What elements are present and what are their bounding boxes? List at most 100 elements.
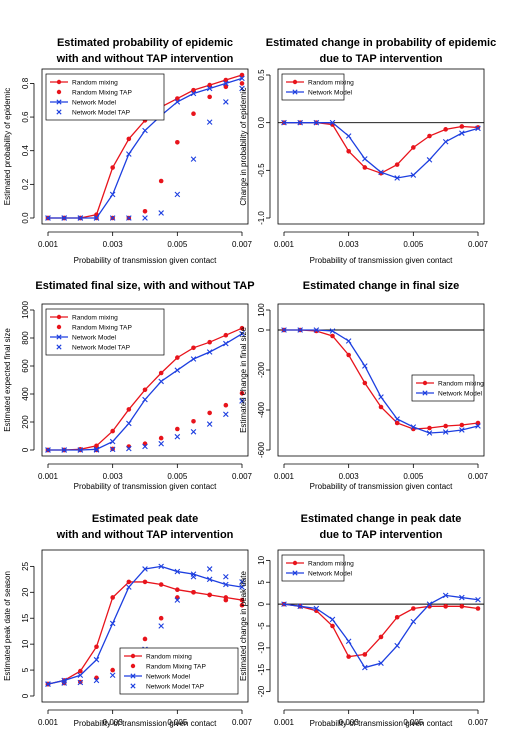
- chart-title: Estimated change in probability of epide…: [266, 37, 496, 49]
- data-point: [378, 660, 384, 666]
- data-point: [239, 81, 245, 86]
- data-point: [378, 634, 384, 640]
- y-axis-label: Estimated peak date of season: [3, 571, 12, 681]
- plot-frame: [277, 303, 485, 457]
- legend-label: Random Mixing TAP: [72, 90, 132, 97]
- series-random-mixing: [281, 120, 481, 176]
- y-tick-label: 0: [21, 693, 30, 698]
- data-point: [93, 447, 100, 453]
- series-line: [283, 603, 479, 658]
- data-point: [223, 84, 229, 90]
- data-point: [110, 667, 115, 673]
- data-point: [459, 604, 465, 609]
- data-point: [93, 215, 100, 221]
- data-point: [45, 215, 51, 221]
- data-point: [475, 596, 481, 603]
- data-point: [411, 145, 416, 150]
- data-point: [239, 597, 245, 603]
- data-point: [126, 579, 132, 585]
- x-tick-label: 0.003: [339, 718, 360, 727]
- data-point: [207, 592, 212, 598]
- data-point: [175, 587, 180, 593]
- data-point: [109, 672, 116, 679]
- legend-label: Network Model: [438, 391, 483, 398]
- data-point: [61, 447, 67, 453]
- y-tick-label: 0.0: [257, 117, 266, 129]
- legend-box: [281, 73, 345, 101]
- legend-swatch-marker: [56, 79, 62, 85]
- y-tick-label: 0: [21, 447, 30, 452]
- data-point: [239, 584, 245, 590]
- data-point: [142, 566, 148, 572]
- data-point: [223, 80, 229, 87]
- legend-label: Random mixing: [438, 381, 484, 388]
- data-point: [223, 332, 229, 338]
- x-tick-label: 0.003: [103, 240, 124, 249]
- data-point: [297, 119, 303, 126]
- data-point: [207, 82, 212, 88]
- data-point: [345, 638, 352, 645]
- legend-label: Network Model: [308, 90, 353, 97]
- plot-frame: [277, 549, 485, 703]
- x-tick-label: 0.003: [339, 240, 360, 249]
- legend-label: Network Model TAP: [146, 684, 205, 691]
- chart-panel-3: Estimated final size, with and without T…: [3, 280, 255, 491]
- chart-title: with and without TAP intervention: [56, 53, 234, 65]
- legend-label: Network Model: [308, 571, 353, 578]
- legend-swatch-marker: [130, 653, 136, 659]
- data-point: [207, 339, 212, 345]
- data-point: [223, 402, 229, 408]
- legend-swatch-marker: [56, 324, 62, 330]
- chart-panel-5: Estimated peak date with and without TAP …: [3, 513, 253, 728]
- x-tick-label: 0.007: [468, 240, 489, 249]
- legend-item: Network Model TAP: [56, 344, 131, 352]
- legend-item: Random mixing: [286, 561, 354, 568]
- data-point: [223, 340, 229, 347]
- chart-title: with and without TAP intervention: [56, 529, 234, 541]
- x-tick-label: 0.007: [232, 718, 253, 727]
- legend-swatch-marker: [56, 344, 62, 350]
- legend-box: [411, 374, 475, 402]
- legend-label: Random mixing: [308, 80, 354, 87]
- data-point: [459, 422, 465, 428]
- legend-swatch-marker: [292, 89, 298, 95]
- x-tick-label: 0.005: [167, 472, 188, 481]
- x-axis-label: Probability of transmission given contac…: [74, 482, 218, 491]
- legend-label: Random Mixing TAP: [146, 664, 206, 671]
- y-tick-label: -10: [257, 642, 266, 654]
- legend: Random mixing Network Model: [281, 554, 354, 582]
- y-tick-label: 0.5: [257, 69, 266, 81]
- data-point: [223, 99, 229, 105]
- y-axis-label: Change in probability of epidemic: [239, 87, 248, 205]
- legend-item: Random mixing: [124, 654, 192, 661]
- data-point: [77, 215, 84, 221]
- y-tick-label: -400: [257, 401, 266, 418]
- data-point: [459, 427, 465, 433]
- y-tick-label: 0: [257, 601, 266, 606]
- data-point: [174, 99, 181, 105]
- y-tick-label: 600: [21, 359, 30, 373]
- data-point: [239, 325, 245, 331]
- x-tick-label: 0.005: [403, 718, 424, 727]
- data-point: [175, 355, 180, 360]
- legend-item: Network Model: [124, 673, 191, 681]
- y-tick-label: 1000: [21, 301, 30, 319]
- data-point: [475, 423, 481, 429]
- data-point: [297, 327, 303, 333]
- data-point: [45, 447, 51, 453]
- series-network-model-tap: [45, 398, 245, 453]
- data-point: [394, 420, 400, 426]
- data-point: [191, 419, 196, 424]
- legend-item: Network Model: [50, 99, 117, 107]
- legend-item: Network Model TAP: [56, 109, 131, 117]
- chart-panel-4: Estimated change in final size due to TAP…: [239, 0, 489, 491]
- data-point: [362, 652, 368, 657]
- data-point: [175, 426, 180, 432]
- data-point: [158, 563, 164, 570]
- data-point: [174, 433, 181, 440]
- x-axis-label: Probability of transmission given contac…: [310, 719, 454, 728]
- data-point: [126, 420, 132, 427]
- x-tick-label: 0.001: [274, 472, 295, 481]
- y-tick-label: 0.4: [21, 145, 30, 157]
- data-point: [191, 87, 196, 93]
